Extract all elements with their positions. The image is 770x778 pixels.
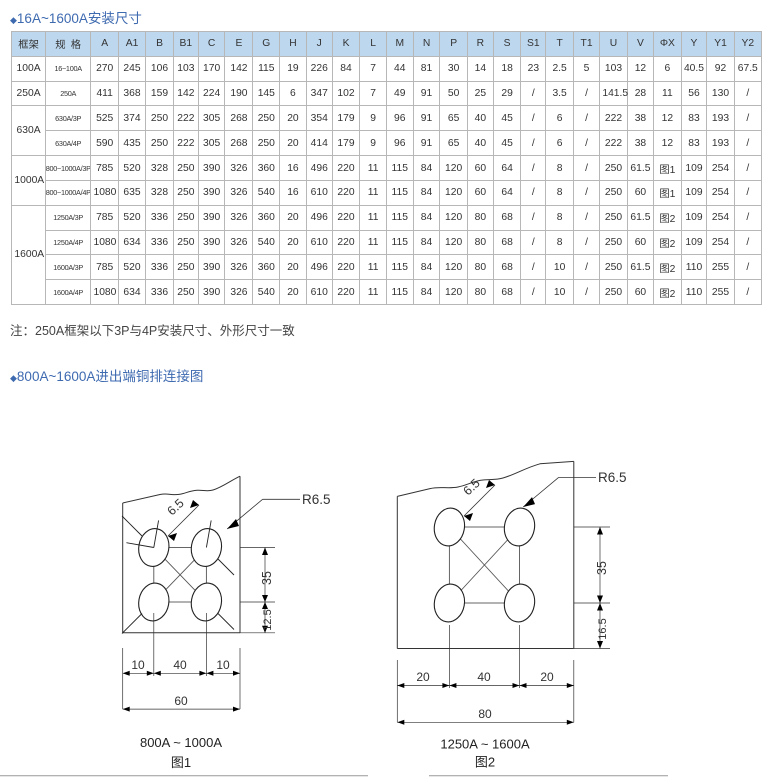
- svg-text:60: 60: [174, 694, 188, 708]
- svg-text:40: 40: [173, 658, 187, 672]
- svg-text:20: 20: [540, 670, 554, 684]
- svg-text:6.5: 6.5: [164, 496, 186, 518]
- svg-text:800A ~ 1000A: 800A ~ 1000A: [140, 735, 222, 750]
- svg-text:12.5: 12.5: [262, 609, 274, 630]
- svg-text:35: 35: [595, 561, 609, 575]
- svg-text:10: 10: [216, 658, 230, 672]
- svg-text:35: 35: [260, 571, 274, 585]
- svg-text:图1: 图1: [171, 755, 191, 770]
- svg-text:20: 20: [416, 670, 430, 684]
- svg-text:40: 40: [477, 670, 491, 684]
- svg-text:80: 80: [478, 707, 492, 721]
- svg-text:R6.5: R6.5: [598, 470, 627, 485]
- svg-text:6.5: 6.5: [460, 476, 482, 498]
- svg-text:图2: 图2: [475, 754, 495, 769]
- svg-text:R6.5: R6.5: [302, 492, 331, 507]
- svg-text:16.5: 16.5: [597, 618, 609, 639]
- svg-text:10: 10: [131, 658, 145, 672]
- svg-text:1250A ~ 1600A: 1250A ~ 1600A: [440, 737, 530, 752]
